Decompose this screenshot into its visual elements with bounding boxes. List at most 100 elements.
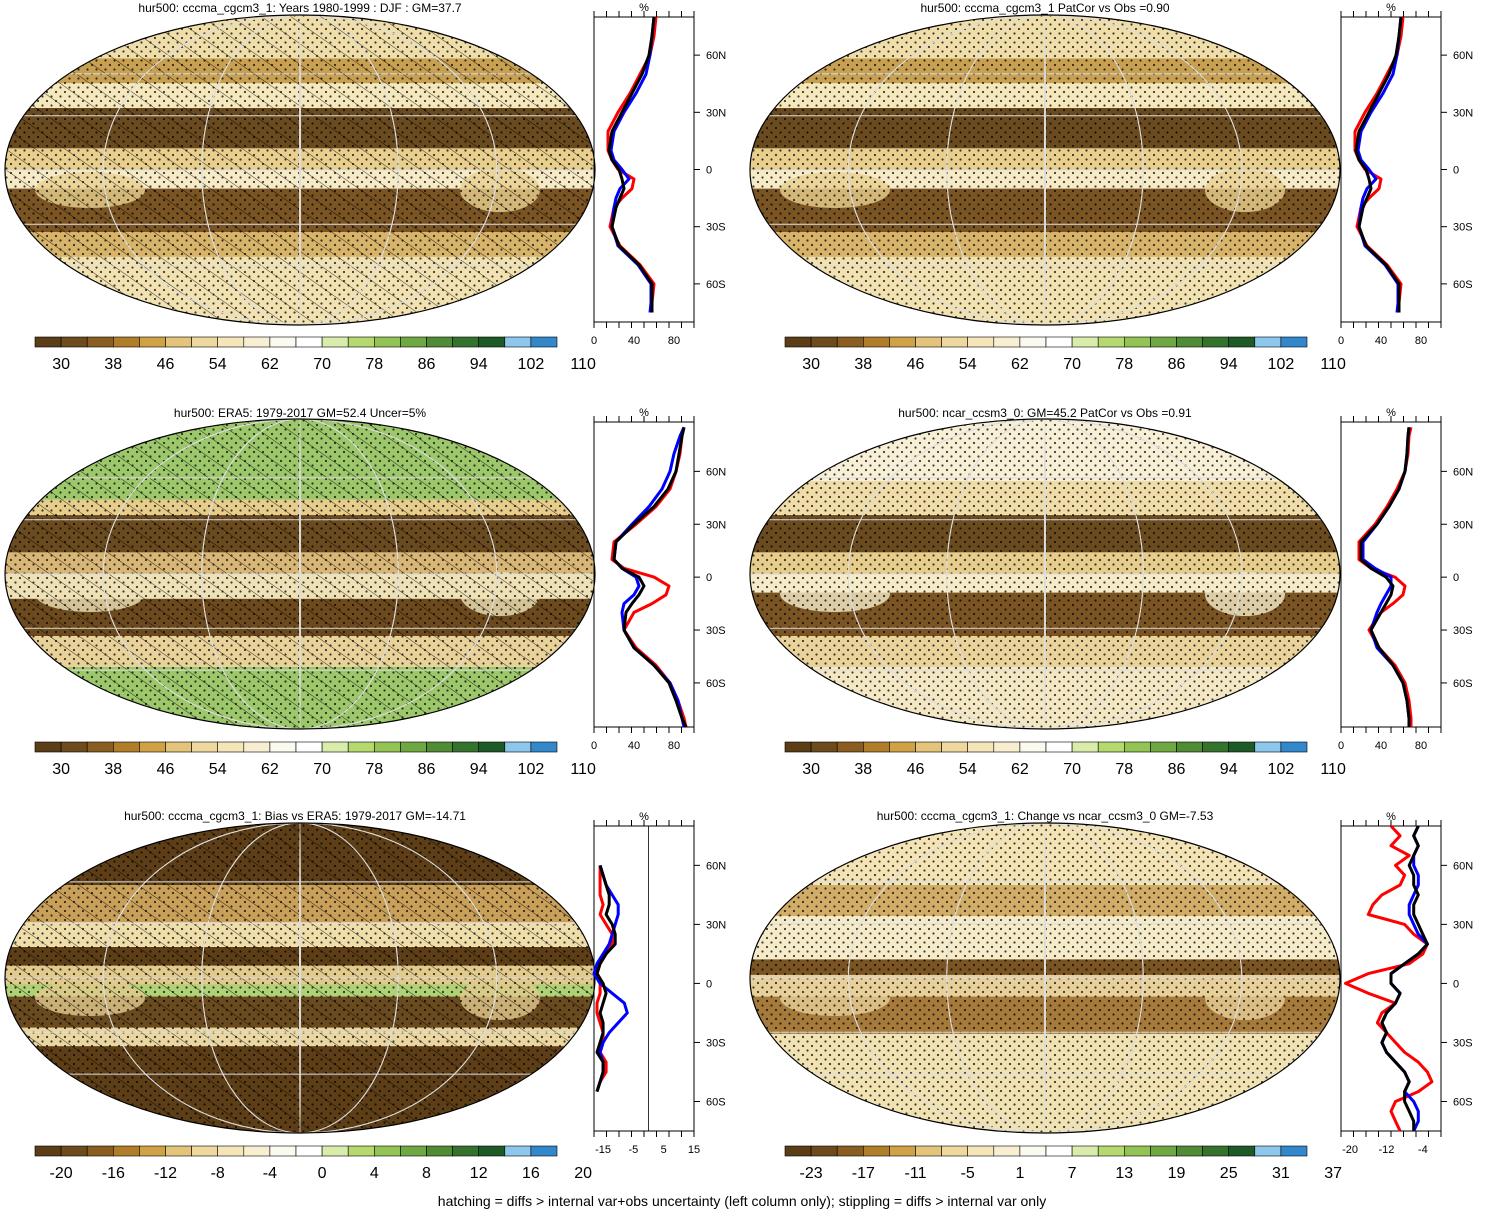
colorbar-swatch	[1176, 336, 1203, 348]
colorbar-swatch	[1124, 336, 1151, 348]
lat-tick-label: 0	[1453, 572, 1459, 584]
colorbar-swatch	[60, 741, 88, 753]
colorbar-swatch	[269, 336, 297, 348]
colorbar-label: 102	[1268, 761, 1295, 778]
lat-tick-label: 60N	[1453, 50, 1473, 62]
colorbar-label: 46	[907, 761, 925, 778]
colorbar-label: 110	[1320, 356, 1346, 373]
colorbar-label: 12	[470, 1165, 488, 1182]
colorbar-label: 62	[261, 761, 279, 778]
lat-tick-label: 30S	[706, 625, 726, 637]
colorbar-5	[784, 1145, 1308, 1157]
colorbar-label: 30	[52, 356, 70, 373]
colorbar-swatch	[784, 1145, 812, 1157]
map-border	[4, 418, 596, 730]
profile-unit: %	[1386, 407, 1396, 419]
colorbar-swatch	[810, 1145, 838, 1157]
x-tick-label: 80	[1415, 740, 1427, 752]
colorbar-label: 62	[1011, 761, 1029, 778]
colorbar-swatch	[1124, 741, 1151, 753]
colorbar-swatch	[452, 741, 480, 753]
colorbar-swatch	[34, 336, 62, 348]
panel-title-4: hur500: cccma_cgcm3_1: Bias vs ERA5: 197…	[124, 809, 466, 823]
profile-series-blue	[592, 864, 629, 1093]
colorbar-swatch	[1176, 741, 1203, 753]
colorbar-swatch	[347, 1145, 375, 1157]
colorbar-swatch	[1124, 1145, 1151, 1157]
colorbar-label: -23	[800, 1165, 823, 1182]
colorbar-label: 54	[959, 356, 977, 373]
colorbar-swatch	[1097, 336, 1125, 348]
profile-unit: %	[1386, 811, 1396, 823]
lat-tick-label: 60N	[706, 860, 726, 872]
colorbar-label: 38	[104, 761, 122, 778]
colorbar-swatch	[86, 1145, 114, 1157]
colorbar-swatch	[139, 741, 166, 753]
colorbar-label: 110	[1320, 761, 1346, 778]
colorbar-swatch	[1019, 1145, 1047, 1157]
colorbar-swatch	[426, 1145, 453, 1157]
colorbar-swatch	[1071, 741, 1099, 753]
colorbar-swatch	[530, 1145, 558, 1157]
lat-tick-label: 30N	[706, 107, 726, 119]
colorbar-swatch	[60, 1145, 88, 1157]
x-tick-label: 40	[1375, 335, 1387, 347]
lat-tick-label: 60S	[706, 1096, 726, 1108]
profile-series-black	[595, 864, 617, 1093]
colorbar-label: 62	[1011, 356, 1029, 373]
x-tick-label: 80	[1415, 335, 1427, 347]
x-tick-label: 0	[1338, 740, 1344, 752]
lat-tick-label: 30N	[1453, 107, 1473, 119]
profile-plot-5: % -20 -12 -4 60N 30N 0 30S 60S	[1340, 811, 1473, 1156]
colorbar-swatch	[1071, 336, 1099, 348]
lat-tick-label: 60N	[1453, 466, 1473, 478]
colorbar-label: 70	[313, 761, 331, 778]
map-panel-5	[749, 822, 1341, 1134]
colorbar-swatch	[139, 1145, 166, 1157]
colorbar-swatch	[113, 336, 140, 348]
panel-title-3: hur500: ncar_ccsm3_0: GM=45.2 PatCor vs …	[898, 406, 1192, 420]
colorbar-swatch	[1019, 336, 1047, 348]
lat-tick-label: 30S	[1453, 222, 1473, 234]
profile-unit: %	[1386, 2, 1396, 14]
colorbar-swatch	[530, 741, 558, 753]
map-panel-4	[4, 822, 596, 1134]
lat-tick-label: 0	[706, 572, 712, 584]
colorbar-label: 4	[370, 1165, 379, 1182]
colorbar-swatch	[191, 741, 219, 753]
colorbar-label: 38	[854, 761, 872, 778]
colorbar-swatch	[1228, 336, 1256, 348]
colorbar-swatch	[967, 1145, 995, 1157]
colorbar-swatch	[1097, 1145, 1125, 1157]
lat-tick-label: 60N	[1453, 860, 1473, 872]
colorbar-label: 94	[470, 761, 488, 778]
profile-plot-4: % -15 -5 5 15 60N 30N 0 30S 60S	[592, 811, 726, 1156]
colorbars	[34, 336, 1308, 1157]
colorbar-swatch	[478, 741, 506, 753]
colorbar-0	[34, 336, 558, 348]
colorbar-label: 102	[1268, 356, 1295, 373]
map-panel-2	[4, 418, 596, 730]
colorbar-label: 30	[52, 761, 70, 778]
colorbar-swatch	[1202, 741, 1229, 753]
x-tick-label: -5	[629, 1144, 639, 1156]
colorbar-swatch	[1254, 336, 1282, 348]
colorbar-swatch	[941, 741, 968, 753]
colorbar-label: 8	[422, 1165, 431, 1182]
x-tick-label: 15	[688, 1144, 700, 1156]
colorbar-swatch	[889, 1145, 916, 1157]
colorbar-swatch	[113, 1145, 140, 1157]
colorbar-label: 46	[907, 356, 925, 373]
colorbar-swatch	[1150, 336, 1177, 348]
panel-title-1: hur500: cccma_cgcm3_1 PatCor vs Obs =0.9…	[920, 1, 1169, 15]
colorbar-swatch	[504, 741, 532, 753]
colorbar-label: 62	[261, 356, 279, 373]
x-tick-label: 40	[628, 740, 640, 752]
colorbar-label: 102	[518, 761, 545, 778]
lat-tick-label: 30S	[1453, 1037, 1473, 1049]
colorbar-swatch	[400, 1145, 427, 1157]
colorbar-swatch	[165, 741, 192, 753]
colorbar-swatch	[1176, 1145, 1203, 1157]
colorbar-swatch	[915, 741, 942, 753]
